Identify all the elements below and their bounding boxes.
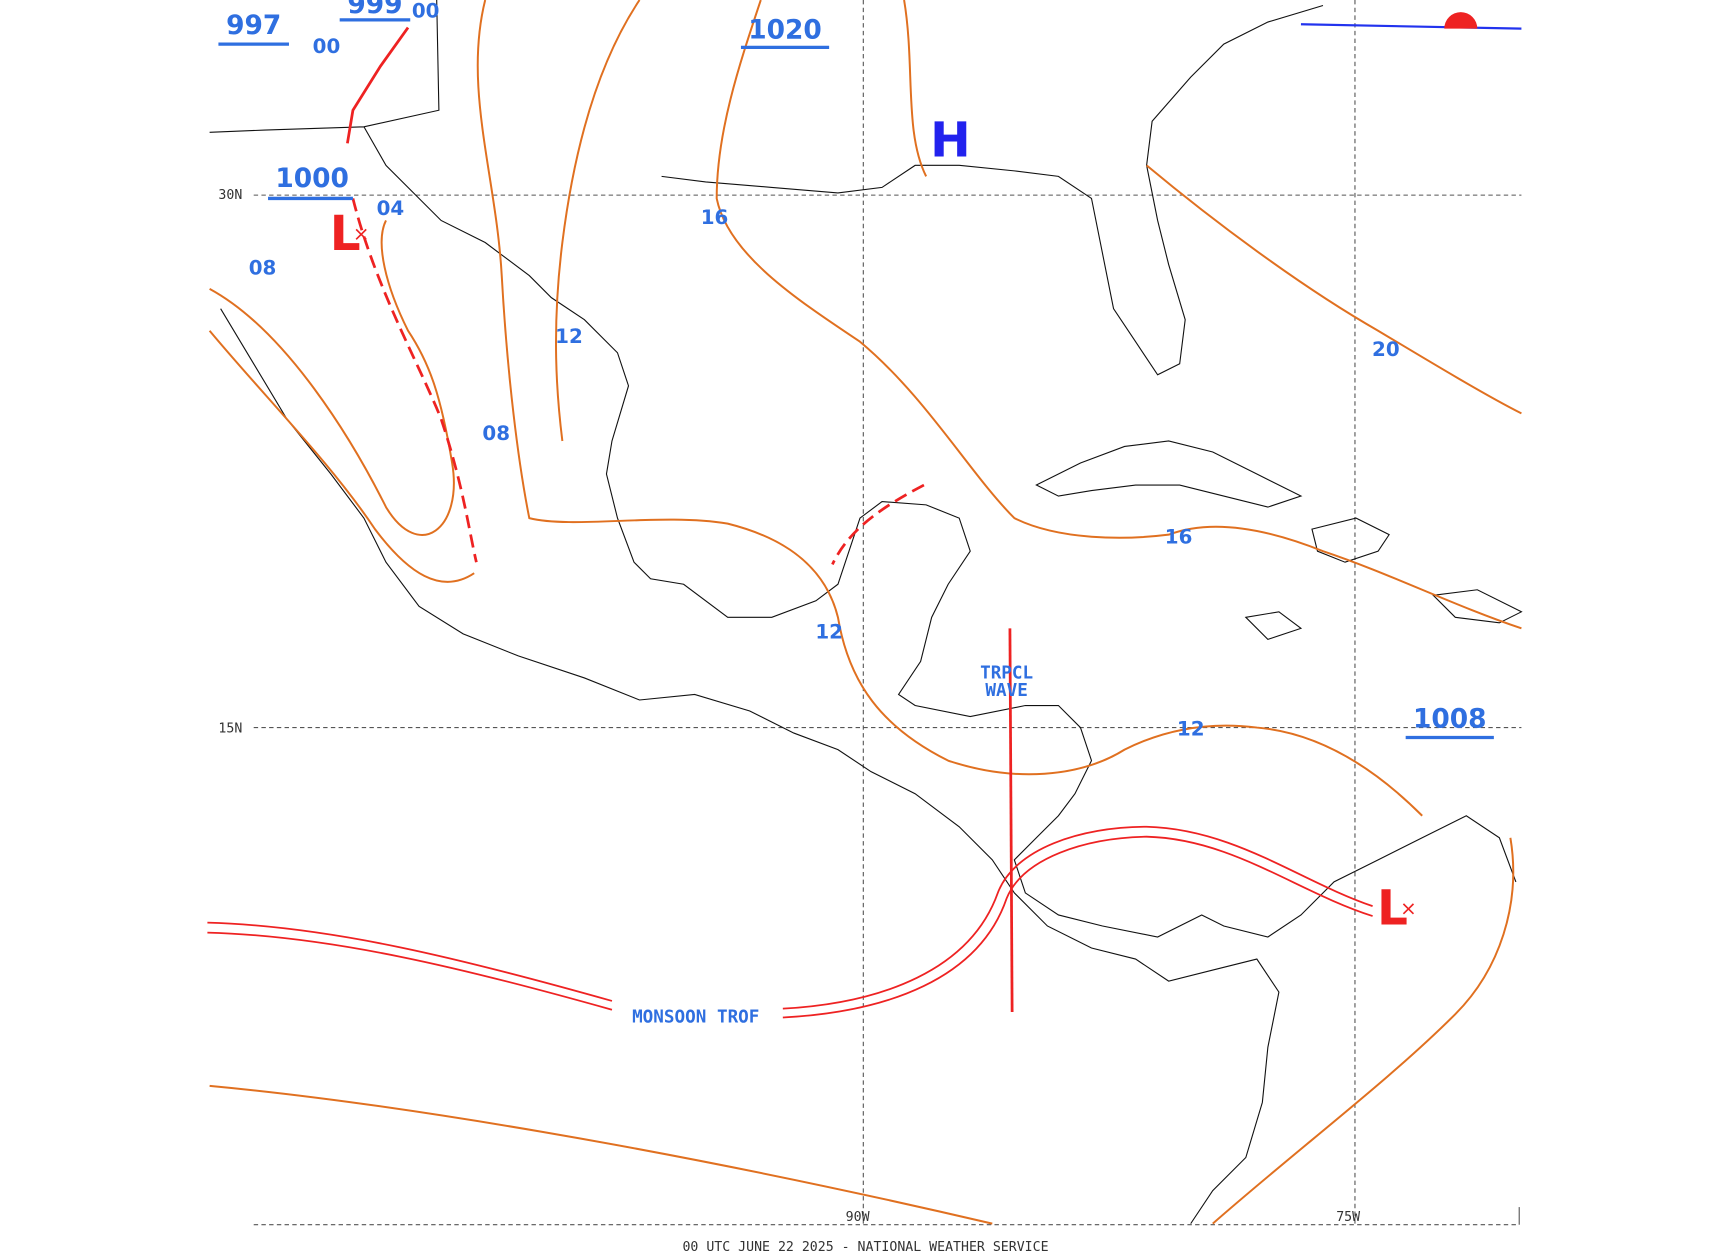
cold-front — [1300, 23, 1522, 30]
isobar — [209, 220, 455, 536]
low-marker: × — [1400, 897, 1417, 920]
surface-trough — [346, 26, 410, 144]
isobar — [715, 0, 1522, 630]
isobar — [1145, 164, 1522, 415]
coastline — [209, 0, 1517, 938]
grid-label: 75W — [1336, 1210, 1360, 1225]
low-marker: × — [353, 222, 370, 245]
high-center: H — [930, 112, 971, 168]
monsoon-trough — [207, 825, 1373, 1010]
feature-label: WAVE — [985, 681, 1027, 701]
pressure-label: 1020 — [748, 14, 822, 45]
isobar — [476, 0, 1423, 817]
coastline — [661, 4, 1324, 376]
pressure-label: 04 — [377, 197, 405, 220]
pressure-label: 1008 — [1413, 703, 1487, 734]
low-center: L — [330, 206, 361, 262]
isobar — [555, 0, 641, 442]
coastline — [1244, 517, 1523, 641]
footer: 00 UTC JUNE 22 2025 - NATIONAL WEATHER S… — [682, 1240, 1048, 1255]
coastline — [1035, 440, 1303, 508]
grid-label: 30N — [218, 188, 242, 203]
pressure-label: 1000 — [275, 163, 349, 194]
surface-trough — [351, 198, 478, 563]
pressure-label: 00 — [412, 0, 440, 23]
coastline — [220, 308, 1280, 1224]
pressure-label: 08 — [249, 256, 277, 279]
isobar — [208, 330, 475, 583]
pressure-label: 16 — [701, 206, 729, 229]
pressure-label: 08 — [482, 422, 510, 445]
isobar — [209, 1084, 993, 1225]
grid-label: 90W — [846, 1210, 870, 1225]
feature-label: TRPCL — [980, 664, 1033, 684]
low-center: L — [1377, 881, 1408, 937]
pressure-label: 12 — [815, 620, 843, 643]
pressure-label: 12 — [555, 325, 583, 348]
isobar — [903, 0, 928, 177]
grid-label: 15N — [218, 722, 242, 737]
warm-front-symbol — [1444, 12, 1478, 29]
pressure-label: 20 — [1372, 338, 1400, 361]
pressure-label: 12 — [1177, 717, 1205, 740]
surface-trough — [831, 483, 925, 565]
pressure-label: 997 — [226, 10, 281, 41]
isobar — [1212, 837, 1515, 1225]
pressure-label: 999 — [347, 0, 402, 20]
pressure-label: 00 — [313, 35, 341, 58]
monsoon-trough — [207, 835, 1373, 1019]
tropical-wave-axis — [1008, 628, 1014, 1012]
feature-label: MONSOON TROF — [632, 1007, 759, 1027]
pressure-label: 16 — [1165, 525, 1193, 548]
